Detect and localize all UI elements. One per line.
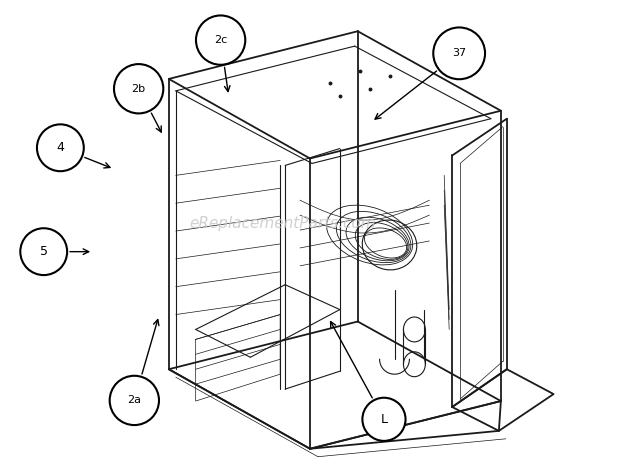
- Circle shape: [110, 376, 159, 425]
- Circle shape: [37, 124, 84, 171]
- Text: 2c: 2c: [214, 35, 228, 45]
- Text: L: L: [381, 413, 388, 426]
- Text: 37: 37: [452, 48, 466, 58]
- Text: 5: 5: [40, 245, 48, 258]
- Circle shape: [363, 398, 405, 441]
- Circle shape: [196, 16, 246, 65]
- Circle shape: [20, 228, 67, 275]
- Circle shape: [114, 64, 163, 114]
- Text: 4: 4: [56, 141, 64, 154]
- Text: eReplacementParts.com: eReplacementParts.com: [189, 216, 376, 231]
- Text: 2b: 2b: [131, 84, 146, 94]
- Text: 2a: 2a: [127, 395, 141, 406]
- Circle shape: [433, 28, 485, 79]
